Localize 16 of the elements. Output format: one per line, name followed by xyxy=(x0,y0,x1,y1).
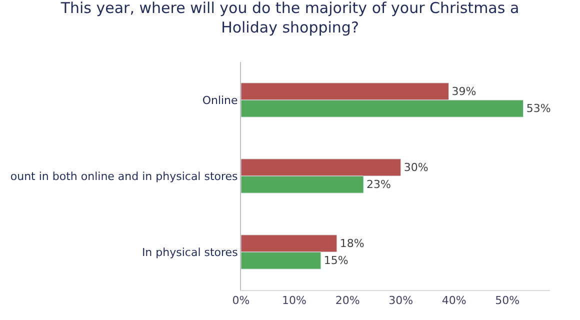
y-tick-label: Online xyxy=(202,94,238,107)
data-label: 23% xyxy=(366,178,391,192)
y-tick-label: In physical stores xyxy=(142,246,238,259)
x-tick-label: 10% xyxy=(282,294,307,308)
x-tick-label: 30% xyxy=(388,294,414,308)
x-tick-label: 0% xyxy=(232,294,250,308)
data-label: 30% xyxy=(404,160,428,174)
chart-title: This year, where will you do the majority of your Christmas a Holiday shopping? xyxy=(60,0,520,36)
x-tick-label: 50% xyxy=(495,294,520,308)
data-label: 39% xyxy=(452,84,476,98)
x-tick-label: 20% xyxy=(335,294,360,308)
x-tick-label: 40% xyxy=(442,294,466,308)
y-tick-label: ount in both online and in physical stores xyxy=(10,170,238,183)
data-label: 18% xyxy=(340,236,364,250)
data-label: 15% xyxy=(324,254,348,268)
data-label: 53% xyxy=(526,102,551,116)
